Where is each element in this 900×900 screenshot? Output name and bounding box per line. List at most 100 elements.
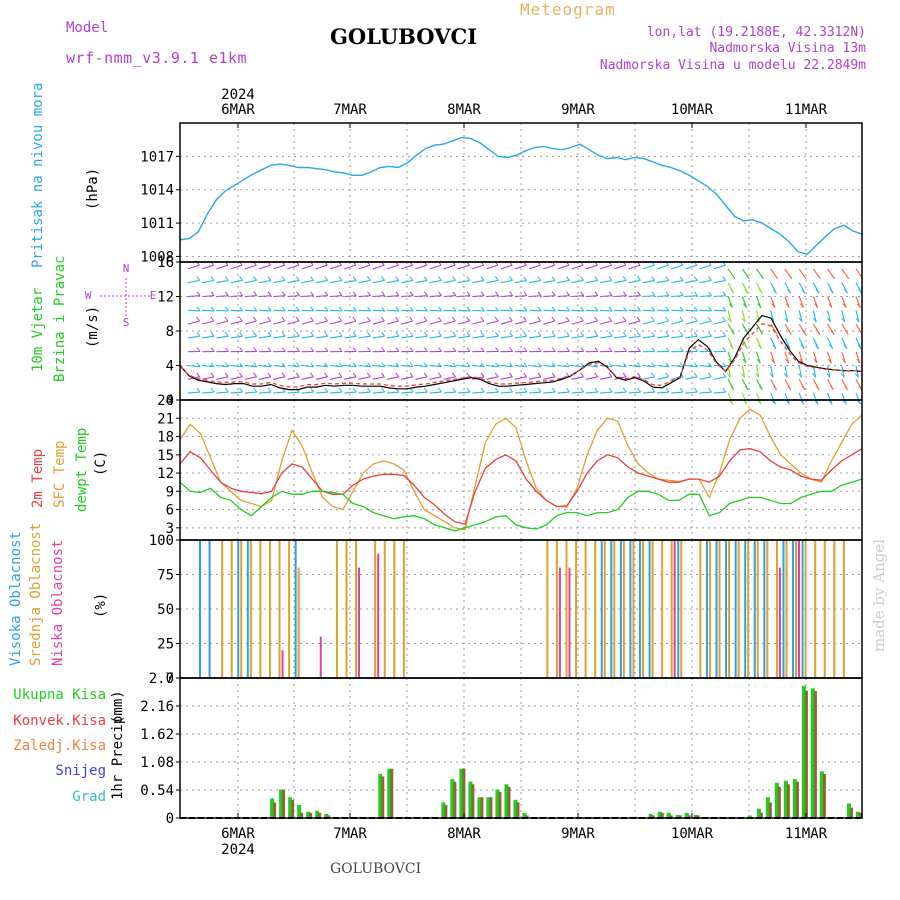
wind-barb-flag (452, 316, 456, 322)
wind-barb (472, 391, 485, 394)
wind-barb (614, 309, 627, 312)
wind-barb (713, 295, 726, 298)
wind-barb (827, 296, 833, 308)
wind-barb-flag (830, 329, 835, 335)
wind-speed-line (179, 314, 863, 391)
wind-barb-flag (309, 316, 314, 322)
wind-barb (528, 376, 541, 380)
wind-barb (386, 309, 399, 312)
wind-barb-flag (253, 362, 258, 368)
wind-barb (500, 335, 513, 339)
wind-barb (329, 264, 342, 270)
wind-barb-flag (771, 399, 776, 405)
wind-barb-flag (224, 362, 229, 368)
wind-barb (443, 320, 456, 325)
wind-barb (855, 392, 862, 405)
wind-barb-flag (608, 347, 613, 352)
wind-barb-flag (295, 276, 300, 281)
y-tick-label: 4 (166, 359, 174, 375)
wind-barb (401, 309, 414, 312)
wind-barb-flag (537, 316, 542, 322)
wind-barb (528, 320, 541, 325)
wind-barb-flag (828, 303, 833, 309)
wind-barb (273, 376, 286, 380)
top-year-label: 2024 (221, 87, 255, 103)
wind-barb-flag (239, 291, 244, 296)
wind-barb-flag (238, 372, 243, 378)
x-tick-label-bottom: 10MAR (671, 826, 714, 842)
wind-barb (472, 364, 485, 368)
wind-barb-flag (438, 387, 442, 393)
wind-barb (344, 391, 357, 394)
y-tick-label: 24 (157, 393, 174, 409)
wind-barb (770, 392, 776, 405)
wind-barb-flag (858, 288, 863, 294)
precip-bar-total (279, 789, 284, 818)
precip-bar-conv (309, 812, 313, 818)
wind-barb (784, 365, 788, 378)
y-tick-label: 1.08 (140, 755, 174, 771)
wind-barb-flag (729, 344, 734, 350)
wind-barb-flag (409, 306, 414, 312)
wind-barb (656, 320, 669, 325)
wind-barb (500, 264, 513, 270)
y-tick-label: 2.16 (140, 699, 174, 715)
wind-barb-flag (636, 316, 641, 322)
wind-barb-flag (707, 316, 712, 322)
precip-bar-total (387, 768, 392, 818)
wind-barb-flag (395, 331, 400, 337)
wind-barb-flag (801, 288, 806, 294)
wind-barb-flag (438, 306, 443, 312)
wind-barb (472, 376, 485, 380)
wind-barb-flag (828, 399, 833, 405)
wind-barb (216, 320, 229, 325)
wind-barb-flag (665, 347, 670, 352)
wind-barb (401, 335, 414, 339)
wind-barb-flag (324, 331, 329, 337)
wind-barb (628, 264, 641, 270)
wind-barb-flag (196, 372, 201, 378)
wind-barb (671, 279, 684, 284)
wind-barb (315, 295, 328, 298)
wind-barb (486, 335, 499, 339)
wind-barb (699, 320, 712, 325)
wind-barb-flag (238, 316, 243, 322)
precip-bar-conv (327, 815, 331, 818)
wind-barb-flag (324, 276, 329, 281)
wind-barb-flag (608, 387, 613, 393)
x-tick-label-top: 7MAR (333, 102, 367, 118)
wind-barb (614, 279, 627, 284)
dewpt-temp-label: dewpt Temp (74, 428, 90, 512)
y-tick-label: 3 (166, 521, 174, 537)
wind-barb-flag (799, 358, 804, 364)
wind-barb (386, 335, 399, 339)
wind-barb (386, 295, 399, 298)
wind-barb-flag (637, 387, 641, 393)
precip-bar-total (504, 784, 509, 818)
wind-barb-flag (253, 316, 257, 322)
wind-barb (401, 364, 414, 368)
wind-barb (429, 309, 442, 312)
wind-barb (472, 309, 485, 312)
wind-barb-flag (196, 291, 201, 296)
wind-barb-flag (295, 372, 300, 378)
pressure-line (179, 136, 863, 255)
wind-barb-flag (844, 329, 849, 335)
precip-bar-conv (498, 792, 502, 818)
precip-bar-conv (795, 781, 799, 818)
wind-barb (571, 295, 584, 298)
wind-barb (372, 320, 385, 325)
wind-barb (741, 392, 748, 405)
wind-barb-flag (452, 372, 456, 378)
wind-barb-flag (509, 331, 513, 337)
wind-barb-flag (281, 362, 286, 368)
wind-barb-flag (324, 362, 329, 368)
wind-barb-flag (196, 362, 201, 368)
wind-barb-flag (253, 291, 258, 296)
wind-barb-flag (281, 347, 286, 352)
wind-barb-flag (608, 362, 613, 368)
wind-barb (514, 364, 527, 368)
wind-barb-flag (741, 317, 746, 323)
wind-barb (713, 264, 726, 270)
pressure-unit: (hPa) (85, 168, 101, 210)
